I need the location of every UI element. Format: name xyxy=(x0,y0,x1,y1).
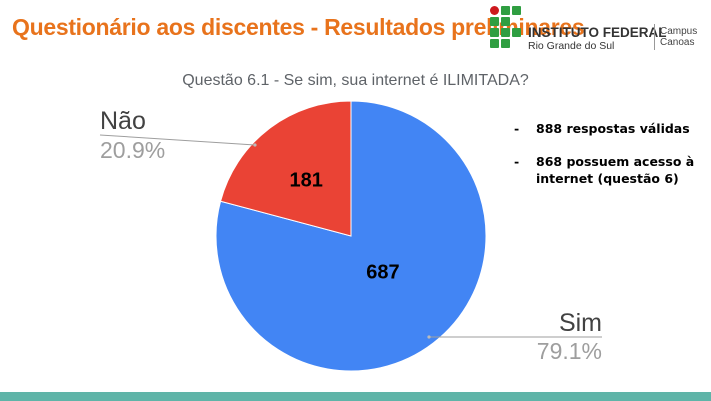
bottom-bar xyxy=(0,392,711,401)
pie-slice-no xyxy=(219,100,352,237)
data-label-nao: 181 xyxy=(290,169,323,191)
leader-dot-sim xyxy=(427,335,431,339)
note-text: 888 respostas válidas xyxy=(536,121,690,136)
slide-title: Questionário aos discentes - Resultados … xyxy=(12,14,585,40)
note-item: - 888 respostas válidas xyxy=(510,120,705,137)
note-text: 868 possuem acesso à internet (questão 6… xyxy=(536,154,695,186)
slice-label-nao: Não xyxy=(100,107,146,135)
logo-campus-line1: Campus xyxy=(660,26,698,37)
logo-campus: Campus Canoas xyxy=(660,26,697,48)
leader-dot-nao xyxy=(253,143,257,147)
logo-campus-line2: Canoas xyxy=(660,37,695,48)
note-dash: - xyxy=(514,121,520,136)
slice-label-sim: Sim xyxy=(559,309,602,337)
logo-subtitle: Rio Grande do Sul xyxy=(528,40,615,52)
leader-line-nao xyxy=(99,134,255,146)
chart-title: Questão 6.1 - Se sim, sua internet é ILI… xyxy=(182,72,529,89)
note-item: - 868 possuem acesso à internet (questão… xyxy=(510,153,705,187)
slice-percent-nao: 20.9% xyxy=(100,137,165,163)
notes-list: - 888 respostas válidas - 868 possuem ac… xyxy=(510,120,705,203)
note-dash: - xyxy=(514,154,520,169)
logo-divider xyxy=(654,24,655,50)
logo-grid-icon xyxy=(490,6,523,48)
slice-percent-sim: 79.1% xyxy=(537,338,602,364)
logo-name: INSTITUTO FEDERAL xyxy=(528,25,667,40)
institution-logo: INSTITUTO FEDERAL Rio Grande do Sul Camp… xyxy=(490,6,710,52)
data-label-sim: 687 xyxy=(366,261,399,283)
